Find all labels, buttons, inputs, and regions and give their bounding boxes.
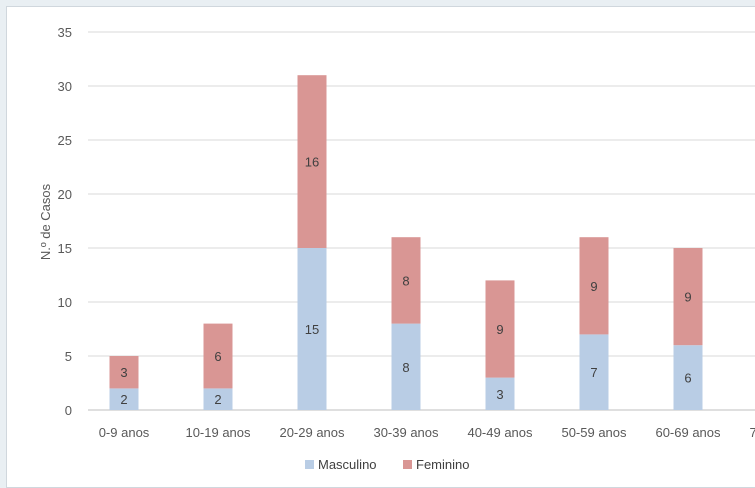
y-tick-label: 0: [65, 403, 72, 418]
data-label: 6: [684, 371, 691, 386]
data-label: 2: [214, 392, 221, 407]
x-tick-label: 20-29 anos: [279, 425, 345, 440]
data-label: 6: [214, 349, 221, 364]
x-tick-label: 60-69 anos: [655, 425, 721, 440]
data-label: 7: [590, 365, 597, 380]
x-axis-ticks: 0-9 anos 10-19 anos 20-29 anos 30-39 anos 40…: [99, 425, 755, 440]
data-label: 8: [402, 360, 409, 375]
data-label: 3: [120, 365, 127, 380]
data-label: 15: [305, 322, 319, 337]
x-tick-label: 30-39 anos: [373, 425, 439, 440]
legend-swatch-masculino: [305, 460, 314, 469]
data-label: 9: [590, 279, 597, 294]
x-tick-label: 50-59 anos: [561, 425, 627, 440]
y-tick-label: 5: [65, 349, 72, 364]
data-label: 8: [402, 273, 409, 288]
x-tick-label: 10-19 anos: [185, 425, 251, 440]
data-label: 2: [120, 392, 127, 407]
gridlines: [88, 32, 755, 410]
y-tick-label: 15: [58, 241, 72, 256]
legend: Masculino Feminino: [305, 457, 469, 472]
data-label: 16: [305, 155, 319, 170]
y-tick-label: 20: [58, 187, 72, 202]
y-tick-label: 35: [58, 25, 72, 40]
x-tick-label: 40-49 anos: [467, 425, 533, 440]
y-axis-label: N.º de Casos: [38, 183, 53, 260]
legend-swatch-feminino: [403, 460, 412, 469]
y-tick-label: 10: [58, 295, 72, 310]
x-tick-label: 0-9 anos: [99, 425, 150, 440]
y-axis-ticks: 0 5 10 15 20 25 30 35: [58, 25, 72, 418]
x-tick-label: 70-79 anos: [749, 425, 755, 440]
data-label: 3: [496, 387, 503, 402]
bars: 2326151688397969481: [110, 75, 755, 412]
legend-label-feminino: Feminino: [416, 457, 469, 472]
legend-label-masculino: Masculino: [318, 457, 377, 472]
data-label: 9: [684, 290, 691, 305]
y-tick-label: 25: [58, 133, 72, 148]
y-tick-label: 30: [58, 79, 72, 94]
data-label: 9: [496, 322, 503, 337]
